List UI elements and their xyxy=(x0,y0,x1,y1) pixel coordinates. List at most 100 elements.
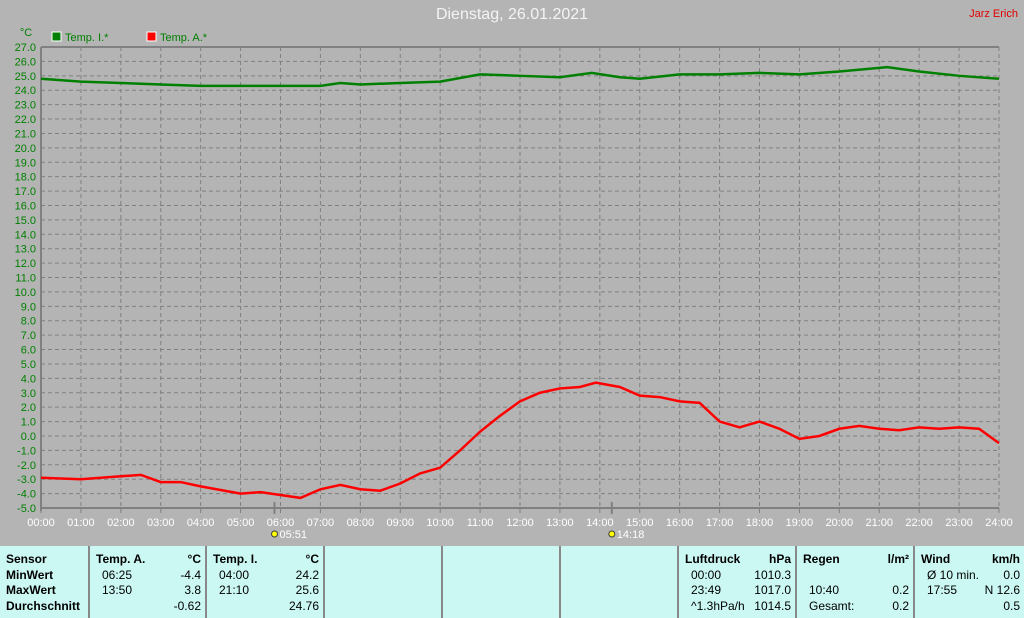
cell-value: 1014.5 xyxy=(754,598,791,613)
y-tick-label: 8.0 xyxy=(21,316,36,328)
cell-time: 13:50 xyxy=(102,583,133,597)
y-tick-label: -2.0 xyxy=(17,460,36,472)
unit-temp_a: °C xyxy=(187,552,201,566)
x-tick-label: 21:00 xyxy=(865,517,893,529)
x-tick-label: 02:00 xyxy=(107,517,135,529)
cell-value: -4.4 xyxy=(180,567,201,582)
col-regen: Regen l/m² 10:40 0.2 Gesamt: 0.2 xyxy=(795,546,913,618)
cell-value: 0.0 xyxy=(1003,567,1020,582)
y-tick-label: 10.0 xyxy=(15,287,36,299)
y-tick-label: 5.0 xyxy=(21,359,36,371)
cell-value: -0.62 xyxy=(173,598,201,613)
y-tick-label: 26.0 xyxy=(15,56,36,68)
x-tick-label: 03:00 xyxy=(147,517,175,529)
y-tick-label: 27.0 xyxy=(15,42,36,54)
x-tick-label: 01:00 xyxy=(67,517,95,529)
y-tick-label: -5.0 xyxy=(17,503,36,515)
y-tick-label: 19.0 xyxy=(15,157,36,169)
cell-time: 23:49 xyxy=(691,583,722,597)
sunrise-icon xyxy=(271,530,279,538)
y-tick-label: 1.0 xyxy=(21,417,36,429)
x-tick-label: 07:00 xyxy=(307,517,335,529)
x-tick-label: 16:00 xyxy=(666,517,694,529)
legend-label: Temp. I.* xyxy=(65,32,109,44)
cell-time: 06:25 xyxy=(102,567,133,582)
x-tick-label: 17:00 xyxy=(706,517,734,529)
header-luftdruck: Luftdruck xyxy=(685,552,741,566)
x-tick-label: 06:00 xyxy=(267,517,295,529)
chart-title: Dienstag, 26.01.2021 xyxy=(435,6,589,23)
header-temp_i: Temp. I. xyxy=(213,552,258,566)
x-tick-label: 12:00 xyxy=(506,517,534,529)
cell-value: 24.76 xyxy=(288,598,319,613)
cell-time: Ø 10 min. xyxy=(927,567,980,582)
cell-time: ^1.3hPa/h xyxy=(691,598,745,613)
y-tick-label: 3.0 xyxy=(21,388,36,400)
sunset-icon xyxy=(608,530,616,538)
x-tick-label: 18:00 xyxy=(746,517,774,529)
header-temp_a: Temp. A. xyxy=(96,552,146,566)
cell-time: 10:40 xyxy=(809,583,840,597)
cell-value: 0.5 xyxy=(1003,598,1020,613)
cell-time: 21:10 xyxy=(219,583,250,597)
y-tick-label: 11.0 xyxy=(15,273,36,285)
cell-value: N 12.6 xyxy=(984,583,1020,597)
y-tick-label: 24.0 xyxy=(15,85,36,97)
col-wind: Wind km/h Ø 10 min. 0.0 17:55 N 12.6 0.5 xyxy=(913,546,1024,618)
row-label-avg: Durchschnitt xyxy=(6,598,81,613)
col-empty xyxy=(441,546,559,618)
y-tick-label: 2.0 xyxy=(21,402,36,414)
y-tick-label: 7.0 xyxy=(21,330,36,342)
legend-label: Temp. A.* xyxy=(160,32,208,44)
y-tick-label: -4.0 xyxy=(17,489,36,501)
x-tick-label: 09:00 xyxy=(386,517,414,529)
header-wind: Wind xyxy=(921,552,951,566)
col-luftdruck: Luftdruck hPa 00:00 1010.3 23:49 1017.0 ^1.3hP… xyxy=(677,546,795,618)
col-temp-a: Temp. A. °C 06:25 -4.4 13:50 3.8 -0.62 xyxy=(88,546,205,618)
x-tick-label: 05:00 xyxy=(227,517,255,529)
y-axis-unit: °C xyxy=(20,27,32,39)
cell-value: 25.6 xyxy=(295,583,319,597)
series-line-temp-a xyxy=(40,381,1000,500)
cell-value: 1010.3 xyxy=(754,567,791,582)
x-tick-label: 23:00 xyxy=(945,517,973,529)
header-sensor: Sensor xyxy=(6,552,47,566)
y-tick-label: 14.0 xyxy=(15,229,36,241)
y-tick-label: 4.0 xyxy=(21,373,36,385)
y-tick-label: 25.0 xyxy=(15,71,36,83)
x-tick-label: 24:00 xyxy=(985,517,1013,529)
y-tick-label: 16.0 xyxy=(15,200,36,212)
y-tick-label: 6.0 xyxy=(21,345,36,357)
cell-time xyxy=(96,599,102,615)
y-tick-label: -1.0 xyxy=(17,445,36,457)
row-label-min: MinWert xyxy=(6,567,54,582)
x-tick-label: 20:00 xyxy=(826,517,854,529)
cell-value: 0.2 xyxy=(892,598,909,613)
row-label-max: MaxWert xyxy=(6,583,56,597)
stats-table: Sensor MinWert MaxWert Durchschnitt Temp… xyxy=(0,546,1024,618)
x-tick-label: 04:00 xyxy=(187,517,215,529)
cell-time: 04:00 xyxy=(219,567,250,582)
cell-value: 0.2 xyxy=(892,583,909,597)
y-tick-label: 20.0 xyxy=(15,143,36,155)
unit-luftdruck: hPa xyxy=(768,552,791,566)
x-tick-label: 22:00 xyxy=(905,517,933,529)
y-tick-label: 13.0 xyxy=(15,244,36,256)
y-tick-label: 21.0 xyxy=(15,128,36,140)
cell-time: 17:55 xyxy=(927,583,958,597)
col-empty xyxy=(559,546,677,618)
cell-time xyxy=(921,599,927,615)
x-tick-label: 19:00 xyxy=(786,517,814,529)
author-label: Jarz Erich xyxy=(969,8,1018,20)
cell-time xyxy=(213,599,219,615)
y-tick-label: 18.0 xyxy=(15,172,36,184)
cell-time xyxy=(803,568,809,584)
y-tick-label: -3.0 xyxy=(17,474,36,486)
cell-time: Gesamt: xyxy=(809,598,855,613)
cell-value: 24.2 xyxy=(295,567,319,582)
legend-swatch xyxy=(146,31,157,42)
marker-label: 05:51 xyxy=(280,529,308,541)
y-tick-label: 17.0 xyxy=(15,186,36,198)
legend-swatch xyxy=(51,31,62,42)
header-regen: Regen xyxy=(803,552,840,566)
